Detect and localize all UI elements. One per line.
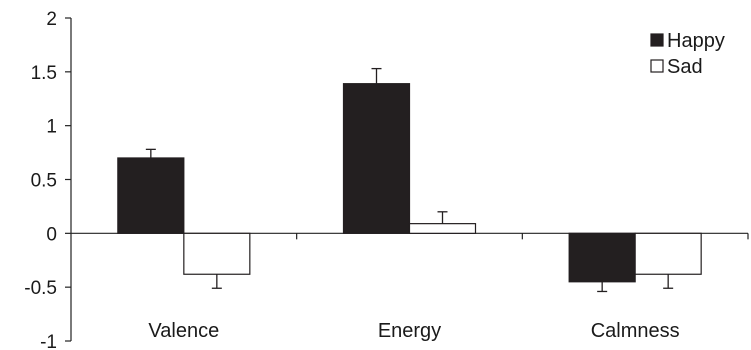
legend-label-happy: Happy	[667, 30, 725, 52]
bar-sad-energy	[408, 223, 477, 234]
category-label: Valence	[148, 320, 219, 342]
legend-label-sad: Sad	[667, 56, 703, 78]
bar-happy-calmness	[568, 232, 636, 283]
legend-swatch-sad	[650, 59, 664, 73]
bar-happy-valence	[117, 157, 185, 234]
y-tick-label: 2	[46, 9, 57, 30]
y-tick-label: 0.5	[31, 171, 57, 192]
bar-sad-calmness	[634, 232, 702, 275]
y-tick-label: -1	[40, 332, 57, 350]
category-label: Calmness	[591, 320, 680, 342]
y-tick-labels: 2 1.5 1 0.5 0 -0.5 -1	[24, 9, 57, 350]
y-tick-label: 0	[46, 224, 57, 245]
category-label: Energy	[378, 320, 441, 342]
y-tick-label: 1.5	[31, 63, 57, 84]
y-tick-label: -0.5	[24, 278, 57, 299]
error-bars	[145, 67, 674, 293]
category-labels: Valence Energy Calmness	[148, 320, 679, 342]
bars	[117, 83, 702, 283]
bar-happy-energy	[342, 83, 411, 234]
bar-sad-valence	[183, 232, 251, 275]
y-tick-label: 1	[46, 117, 57, 138]
legend-swatch-happy	[650, 33, 664, 47]
legend: Happy Sad	[650, 30, 725, 78]
